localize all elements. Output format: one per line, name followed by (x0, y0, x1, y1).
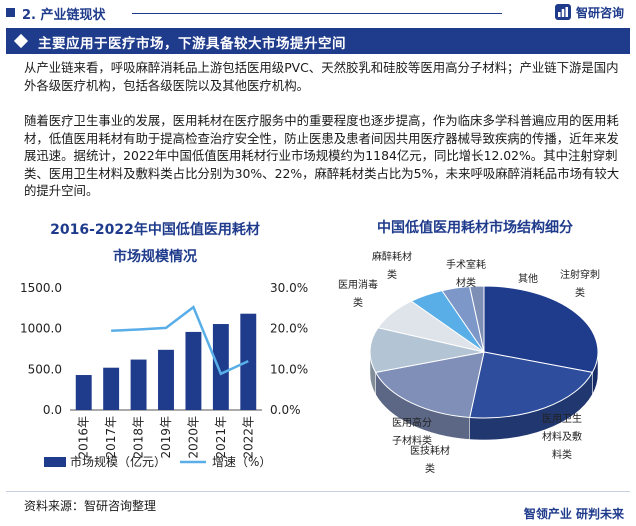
pie-slice (369, 327, 485, 373)
x-axis-tick-label: 2017年 (104, 416, 118, 459)
section-header: 2. 产业链现状 智研咨询 (0, 0, 636, 26)
diamond-icon (13, 33, 29, 49)
intro-paragraph: 从产业链来看，呼吸麻醉消耗品上游包括医用级PVC、天然胶乳和硅胶等医用高分子材料… (24, 60, 619, 93)
pie-slice-label: 医用消毒类 (338, 278, 378, 309)
pie-slice-label: 医用高分子材料类 (392, 416, 432, 447)
legend-bar-swatch (44, 457, 66, 467)
bar (130, 359, 147, 410)
pie-slice-label: 注射穿刺类 (560, 268, 600, 299)
legend-line-label: 增速（%） (212, 455, 271, 469)
pie-slice-label: 其他 (518, 272, 538, 285)
header-rule (132, 13, 502, 14)
left-axis-tick-label: 500.0 (28, 362, 62, 376)
brand-logo-icon (554, 4, 571, 20)
pie-chart-title: 中国低值医用耗材市场结构细分 (377, 220, 573, 236)
bar-chart-title-line2: 市场规模情况 (113, 249, 197, 265)
pie-slice (374, 351, 485, 419)
analysis-paragraph: 随着医疗卫生事业的发展，医用耗材在医疗服务中的重要程度也逐步提高，作为临床多学科… (24, 113, 620, 198)
section-title: 2. 产业链现状 (22, 8, 106, 23)
pie-slice (469, 285, 485, 353)
bar (158, 349, 174, 410)
left-axis-tick-label: 1000.0 (20, 322, 62, 336)
pie-slice-label: 医用卫生材料及敷料类 (542, 412, 582, 461)
bar-chart-title-line1: 2016-2022年中国低值医用耗材 (50, 222, 260, 238)
banner-title: 主要应用于医疗市场，下游具备较大市场提升空间 (38, 36, 346, 52)
left-axis-tick-label: 0.0 (43, 403, 62, 417)
brand-name: 智研咨询 (575, 5, 624, 20)
market-size-chart: 0.0 500.0 1000.0 1500.0 0.0% 10.0% 20.0% 30.0% 2… (20, 281, 308, 469)
pie-slice-label: 手术室耗材类 (446, 258, 486, 289)
footer-slogan: 智领产业 研判未来 (523, 507, 624, 521)
left-axis-tick-label: 1500.0 (20, 281, 62, 295)
bar (103, 367, 120, 410)
x-axis-tick-label: 2022年 (241, 416, 255, 459)
right-axis-tick-label: 0.0% (270, 403, 301, 417)
source-note: 资料来源：智研咨询整理 (24, 499, 157, 513)
right-axis-tick-label: 10.0% (270, 362, 308, 376)
brand: 智研咨询 (554, 3, 624, 21)
bar (212, 324, 229, 410)
title-banner: 主要应用于医疗市场，下游具备较大市场提升空间 (6, 28, 630, 54)
section-marker (6, 8, 15, 17)
x-axis-tick-label: 2021年 (214, 416, 228, 459)
pie-slice-label: 麻醉耗材类 (372, 250, 412, 281)
pie-slice-label: 医技耗材类 (410, 444, 450, 475)
x-axis-tick-label: 2018年 (132, 416, 146, 459)
bar (75, 375, 92, 410)
pie-slice (469, 351, 594, 419)
footer-rule (6, 491, 630, 492)
pie-slice (483, 285, 599, 373)
x-axis-tick-label: 2016年 (77, 416, 91, 459)
right-axis-tick-label: 30.0% (270, 281, 308, 295)
bar (185, 331, 202, 410)
x-axis-tick-label: 2019年 (159, 416, 173, 459)
growth-line (111, 305, 249, 376)
right-axis-tick-label: 20.0% (270, 322, 308, 336)
legend-bar-label: 市场规模（亿元） (70, 454, 166, 469)
x-axis-tick-label: 2020年 (186, 416, 200, 459)
